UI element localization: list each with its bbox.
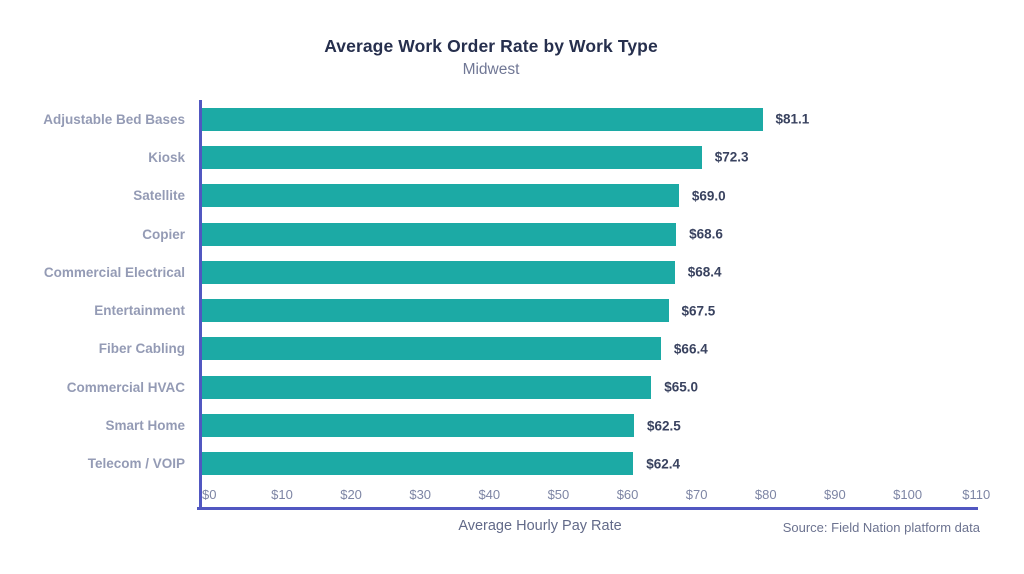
bar-track: $62.5	[199, 406, 983, 445]
chart-row: Entertainment $67.5	[0, 291, 1024, 330]
category-label: Entertainment	[94, 303, 185, 319]
chart-title: Average Work Order Rate by Work Type	[324, 36, 658, 56]
bar-value-label: $69.0	[691, 188, 726, 204]
chart-row: Adjustable Bed Bases $81.1	[0, 100, 1024, 139]
chart-row: Copier $68.6	[0, 214, 1024, 254]
bar-value-label: $81.1	[775, 111, 810, 127]
bar-track: $72.3	[199, 138, 983, 177]
bar-track: $67.5	[199, 291, 983, 330]
bar-value-label: $66.4	[673, 341, 708, 357]
x-tick-label: $20	[340, 486, 362, 502]
bar	[202, 222, 677, 246]
x-tick-label: $30	[409, 486, 432, 502]
x-axis-line	[197, 507, 978, 510]
source-note: Source: Field Nation platform data	[782, 520, 980, 535]
category-label: Commercial HVAC	[66, 379, 185, 395]
category-label: Satellite	[133, 188, 185, 204]
category-label: Smart Home	[105, 418, 185, 434]
category-label: Adjustable Bed Bases	[43, 111, 185, 127]
x-tick-label: $50	[547, 486, 570, 502]
bar-value-label: $62.4	[646, 456, 681, 472]
x-axis-title: Average Hourly Pay Rate	[458, 518, 622, 534]
x-tick-label: $80	[754, 486, 777, 502]
chart-subtitle: Midwest	[462, 61, 520, 78]
category-label: Kiosk	[148, 149, 185, 165]
bar-value-label: $67.5	[681, 303, 716, 319]
bar-track: $66.4	[199, 329, 983, 369]
x-tick-label: $100	[893, 486, 923, 502]
category-label: Telecom / VOIP	[87, 456, 185, 472]
bar-track: $62.4	[199, 444, 983, 483]
bar	[202, 337, 661, 361]
bar	[202, 299, 669, 323]
bar	[202, 145, 702, 169]
bar-value-label: $68.4	[687, 264, 722, 280]
chart-row: Telecom / VOIP $62.4	[0, 444, 1024, 483]
chart-row: Satellite $69.0	[0, 176, 1024, 215]
chart-row: Smart Home $62.5	[0, 406, 1024, 445]
x-tick-label: $0	[202, 486, 217, 502]
bar-track: $81.1	[199, 100, 983, 139]
x-tick-label: $90	[824, 486, 846, 502]
bar-value-label: $68.6	[689, 226, 723, 242]
bar-track: $68.4	[199, 253, 983, 292]
bar-value-label: $62.5	[646, 418, 681, 434]
chart-row: Commercial Electrical $68.4	[0, 253, 1024, 292]
x-tick-label: $70	[685, 486, 708, 502]
bar-value-label: $72.3	[714, 149, 749, 165]
chart-row: Fiber Cabling $66.4	[0, 329, 1024, 369]
bar	[202, 414, 634, 438]
x-tick-label: $10	[271, 486, 293, 502]
bar	[202, 452, 634, 476]
category-label: Fiber Cabling	[98, 341, 185, 357]
category-label: Commercial Electrical	[43, 264, 185, 280]
x-tick-label: $110	[962, 486, 991, 502]
bar-chart: Adjustable Bed Bases $81.1 Kiosk $72.3 Satel…	[0, 100, 1024, 510]
bar	[202, 375, 652, 399]
x-tick-label: $60	[616, 486, 639, 502]
bar-value-label: $65.0	[664, 379, 699, 395]
bar	[202, 107, 763, 131]
bar-track: $65.0	[199, 368, 983, 407]
bar-track: $68.6	[199, 214, 983, 254]
x-axis-ticks: $0 $10 $20 $30 $40 $50 $60 $70 $80 $90 $100 $110	[199, 482, 990, 507]
x-axis-spacer	[0, 483, 199, 507]
bar-track: $69.0	[199, 176, 983, 215]
x-tick-label: $40	[478, 486, 501, 502]
chart-rows: Adjustable Bed Bases $81.1 Kiosk $72.3 Satel…	[0, 100, 1024, 483]
chart-row: Commercial HVAC $65.0	[0, 368, 1024, 407]
chart-row: Kiosk $72.3	[0, 138, 1024, 177]
category-label: Copier	[142, 226, 185, 242]
bar	[202, 184, 679, 208]
x-axis: $0 $10 $20 $30 $40 $50 $60 $70 $80 $90 $100 $110	[0, 482, 1024, 507]
bar	[202, 260, 675, 284]
